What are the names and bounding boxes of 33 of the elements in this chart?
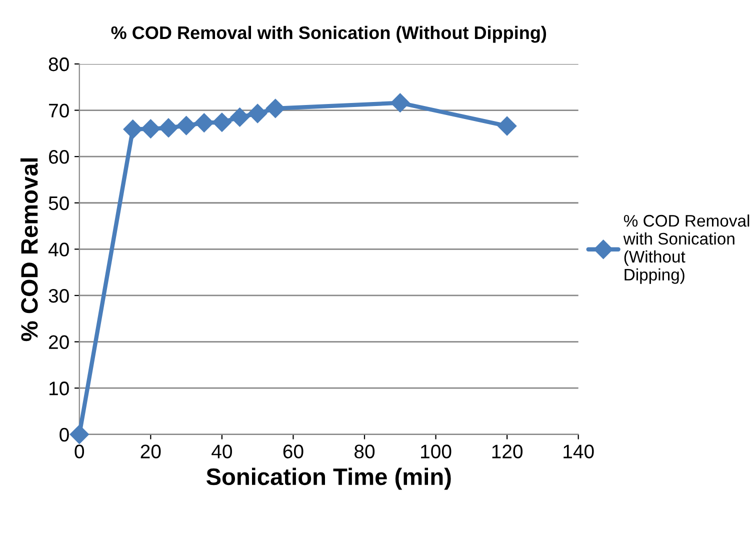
legend-label: % COD Removal with Sonication (Without Dipping) bbox=[623, 214, 750, 284]
x-tick-label: 40 bbox=[212, 444, 232, 458]
point bbox=[390, 93, 410, 112]
y-tick-label: 0 bbox=[60, 428, 69, 442]
y-tick-label: 40 bbox=[48, 242, 69, 256]
x-tick-label: 120 bbox=[492, 444, 523, 458]
x-tick-label: 60 bbox=[283, 444, 304, 458]
x-tick-label: 0 bbox=[74, 444, 84, 458]
point bbox=[141, 119, 160, 138]
point bbox=[248, 104, 268, 124]
point bbox=[123, 120, 142, 139]
y-tick-label: 70 bbox=[49, 104, 69, 118]
y-tick-label: 10 bbox=[50, 382, 69, 396]
y-tick-label: 30 bbox=[48, 288, 69, 303]
x-tick-label: 80 bbox=[354, 444, 375, 458]
chart-title: % COD Removal with Sonication (Without Dipping) bbox=[111, 26, 546, 43]
point bbox=[266, 98, 285, 118]
point bbox=[194, 113, 214, 132]
y-tick-label: 50 bbox=[48, 196, 69, 210]
point bbox=[70, 424, 89, 444]
x-tick-label: 140 bbox=[564, 444, 594, 458]
point bbox=[498, 116, 517, 136]
y-tick-label: 60 bbox=[49, 150, 69, 164]
point bbox=[230, 108, 250, 127]
point bbox=[176, 116, 196, 136]
point bbox=[212, 112, 232, 132]
x-axis-title: Sonication Time (min) bbox=[206, 468, 451, 490]
x-tick-label: 100 bbox=[421, 444, 452, 458]
y-tick-label: 80 bbox=[48, 57, 69, 72]
y-axis-title: % COD Removal bbox=[20, 158, 38, 342]
x-tick-label: 20 bbox=[140, 444, 161, 458]
y-tick-label: 20 bbox=[49, 335, 69, 350]
point bbox=[158, 118, 178, 138]
